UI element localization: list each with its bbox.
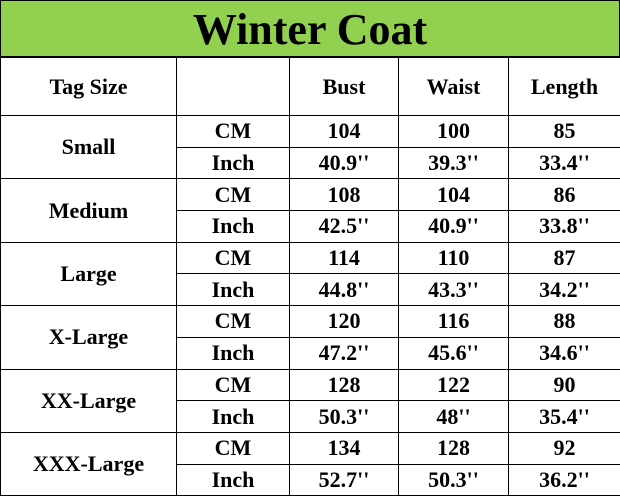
value-cell: 35.4'' xyxy=(508,400,620,433)
value-cell: 34.2'' xyxy=(508,273,620,307)
value-cell: 114 xyxy=(289,241,399,275)
unit-cell: Inch xyxy=(176,273,290,307)
data-row: Inch 47.2'' 45.6'' 34.6'' xyxy=(1,336,620,370)
data-row: Large CM 114 110 87 xyxy=(0,241,620,307)
value-cell: 42.5'' xyxy=(289,210,399,243)
data-row: Inch 50.3'' 48'' 35.4'' xyxy=(1,400,620,433)
value-cell: 100 xyxy=(398,115,509,148)
value-cell: 40.9'' xyxy=(398,210,509,243)
value-cell: 50.3'' xyxy=(289,400,399,433)
size-cell: XX-Large xyxy=(0,368,177,433)
unit-cell: Inch xyxy=(176,210,290,243)
unit-cell: CM xyxy=(176,431,290,465)
value-cell: 122 xyxy=(398,368,509,402)
data-row: Inch 52.7'' 50.3'' 36.2'' xyxy=(1,463,620,496)
value-cell: 108 xyxy=(289,178,399,212)
unit-cell: Inch xyxy=(176,463,290,496)
header-cell: Length xyxy=(508,57,620,116)
value-cell: 33.8'' xyxy=(508,210,620,243)
unit-cell: Inch xyxy=(176,146,290,180)
value-cell: 85 xyxy=(508,115,620,148)
value-cell: 134 xyxy=(289,431,399,465)
unit-cell: CM xyxy=(176,305,290,338)
unit-cell: CM xyxy=(176,241,290,275)
value-cell: 88 xyxy=(508,305,620,338)
data-row: XXX-Large CM 134 128 92 xyxy=(0,431,620,496)
size-cell: X-Large xyxy=(0,305,177,370)
header-cell xyxy=(176,57,290,116)
value-cell: 120 xyxy=(289,305,399,338)
header-cell: Waist xyxy=(398,57,509,116)
title: Winter Coat xyxy=(0,0,620,57)
size-cell: Large xyxy=(0,241,177,307)
value-cell: 36.2'' xyxy=(508,463,620,496)
header-cell: Bust xyxy=(289,57,399,116)
value-cell: 47.2'' xyxy=(289,336,399,370)
value-cell: 33.4'' xyxy=(508,146,620,180)
data-row: X-Large CM 120 116 88 xyxy=(0,305,620,370)
data-row: Inch 42.5'' 40.9'' 33.8'' xyxy=(1,210,620,243)
data-row: Inch 44.8'' 43.3'' 34.2'' xyxy=(1,273,620,307)
value-cell: 43.3'' xyxy=(398,273,509,307)
size-cell: Small xyxy=(0,114,177,180)
value-cell: 34.6'' xyxy=(508,336,620,370)
value-cell: 50.3'' xyxy=(398,463,509,496)
header-row: Tag Size Bust Waist Length xyxy=(0,57,620,116)
size-cell: XXX-Large xyxy=(0,431,177,496)
value-cell: 39.3'' xyxy=(398,146,509,180)
value-cell: 86 xyxy=(508,178,620,212)
data-row: Small CM 104 100 85 xyxy=(0,114,620,180)
value-cell: 116 xyxy=(398,305,509,338)
value-cell: 90 xyxy=(508,368,620,402)
unit-cell: CM xyxy=(176,368,290,402)
value-cell: 87 xyxy=(508,241,620,275)
value-cell: 128 xyxy=(289,368,399,402)
size-cell: Medium xyxy=(0,178,177,243)
value-cell: 48'' xyxy=(398,400,509,433)
value-cell: 45.6'' xyxy=(398,336,509,370)
unit-cell: CM xyxy=(176,178,290,212)
unit-cell: CM xyxy=(176,115,290,148)
value-cell: 40.9'' xyxy=(289,146,399,180)
value-cell: 104 xyxy=(289,115,399,148)
value-cell: 52.7'' xyxy=(289,463,399,496)
value-cell: 92 xyxy=(508,431,620,465)
value-cell: 104 xyxy=(398,178,509,212)
value-cell: 44.8'' xyxy=(289,273,399,307)
value-cell: 128 xyxy=(398,431,509,465)
data-row: Inch 40.9'' 39.3'' 33.4'' xyxy=(1,146,620,180)
header-cell: Tag Size xyxy=(0,57,177,116)
value-cell: 110 xyxy=(398,241,509,275)
size-table: Tag Size Bust Waist Length Small CM 104 100… xyxy=(0,57,620,496)
data-row: XX-Large CM 128 122 90 xyxy=(0,368,620,433)
unit-cell: Inch xyxy=(176,336,290,370)
data-row: Medium CM 108 104 86 xyxy=(0,178,620,243)
unit-cell: Inch xyxy=(176,400,290,433)
table-body: Tag Size Bust Waist Length Small CM 104 100… xyxy=(0,57,620,496)
